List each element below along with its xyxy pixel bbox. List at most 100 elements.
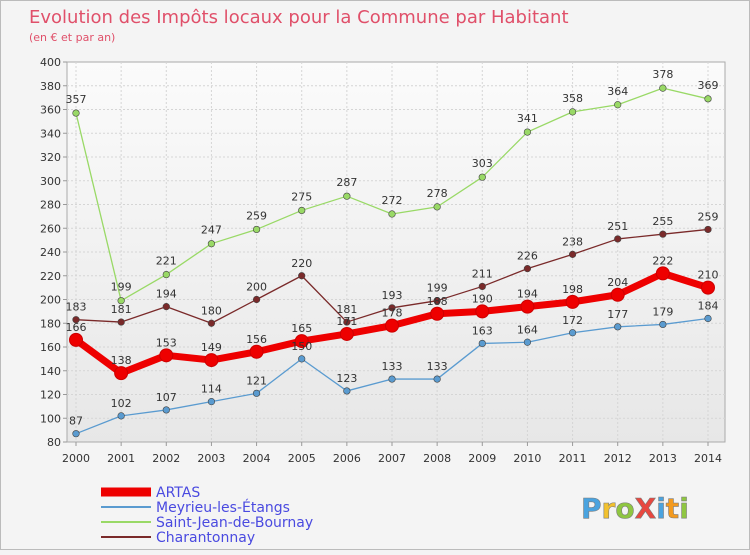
data-label: 204 [607,276,628,289]
data-point [343,387,351,395]
data-point [162,406,170,414]
legend-label: Charantonnay [156,530,255,546]
svg-text:ProXiti: ProXiti [581,492,689,525]
data-point [565,294,580,309]
x-tick-label: 2001 [107,452,135,465]
y-tick-label: 360 [40,104,61,117]
data-point [117,297,125,305]
y-tick-label: 160 [40,341,61,354]
x-tick-label: 2009 [468,452,496,465]
data-label: 178 [382,307,403,320]
data-point [298,206,306,215]
y-tick-label: 400 [40,56,61,69]
data-label: 181 [336,303,357,316]
data-label: 247 [201,224,222,237]
legend-item: Charantonnay [101,530,255,546]
data-point [523,338,532,346]
data-point [655,266,670,281]
data-label: 378 [652,68,673,81]
data-label: 156 [246,333,267,346]
data-label: 172 [562,314,583,327]
data-label: 87 [69,415,83,428]
data-label: 163 [472,324,493,337]
data-point [298,355,306,363]
data-point [72,109,80,117]
data-point [159,348,174,363]
x-tick-label: 2008 [423,452,451,465]
data-point [343,192,351,200]
data-label: 123 [336,372,357,385]
data-label: 221 [156,255,177,268]
data-label: 190 [472,292,493,305]
data-label: 107 [156,391,177,404]
data-label: 357 [66,93,87,106]
x-tick-label: 2010 [513,452,541,465]
data-label: 251 [607,220,628,233]
data-label: 171 [336,315,357,328]
legend-item: ARTAS [101,485,200,501]
data-point [430,306,445,321]
x-tick-label: 2014 [694,452,722,465]
data-point [204,353,219,368]
data-label: 259 [246,209,267,222]
y-axis: 80 100 120 140 160 180 200 220 240 260 280 300 320 34… [40,56,67,449]
data-label: 150 [291,340,312,353]
data-label: 255 [652,215,673,228]
y-tick-label: 380 [40,80,61,93]
data-point [207,240,216,248]
y-tick-label: 180 [40,317,61,330]
y-tick-label: 120 [40,389,61,402]
data-label: 184 [698,300,719,313]
data-label: 165 [291,322,312,335]
x-tick-label: 2006 [333,452,361,465]
series-group [69,84,715,438]
data-point [343,318,351,326]
data-label: 164 [517,323,538,336]
data-label: 220 [291,257,312,270]
x-tick-label: 2011 [559,452,587,465]
data-point [252,225,261,234]
data-label: 278 [427,187,448,200]
proxiti-logo: ProXiti [581,492,689,526]
data-point [475,304,490,319]
data-label: 199 [427,282,448,295]
y-tick-label: 200 [40,294,61,307]
data-label: 149 [201,341,222,354]
y-tick-label: 280 [40,199,61,212]
data-label: 364 [607,85,628,98]
data-point [659,320,667,329]
data-point [433,203,441,211]
data-label: 275 [291,190,312,203]
data-label: 194 [156,288,177,301]
data-label: 183 [66,301,87,314]
data-label: 133 [427,360,448,373]
data-label: 181 [111,303,132,316]
data-label: 138 [111,354,132,367]
data-label: 200 [246,281,267,294]
data-label: 121 [246,374,267,387]
x-tick-label: 2000 [62,452,90,465]
x-axis: 2000 2001 2002 2003 2004 2005 2006 2007 2008 2009… [62,442,722,465]
data-label: 303 [472,157,493,170]
data-label: 226 [517,250,538,263]
data-point [162,303,170,311]
data-label: 102 [111,397,132,410]
data-point [659,84,667,92]
data-point [568,329,577,337]
data-point [478,339,486,348]
data-label: 193 [382,289,403,302]
data-point [388,210,396,218]
data-label: 222 [652,254,673,267]
data-point [523,265,532,273]
data-point [298,272,306,280]
legend-label: Meyrieu-les-Étangs [156,499,290,516]
series-meyrieu-les-tangs [72,314,712,438]
data-label: 358 [562,92,583,105]
data-point [294,334,309,349]
data-label: 199 [111,281,132,294]
x-tick-label: 2012 [604,452,632,465]
data-label: 114 [201,383,222,396]
data-label: 133 [382,360,403,373]
x-tick-label: 2004 [243,452,271,465]
data-point [523,128,532,136]
